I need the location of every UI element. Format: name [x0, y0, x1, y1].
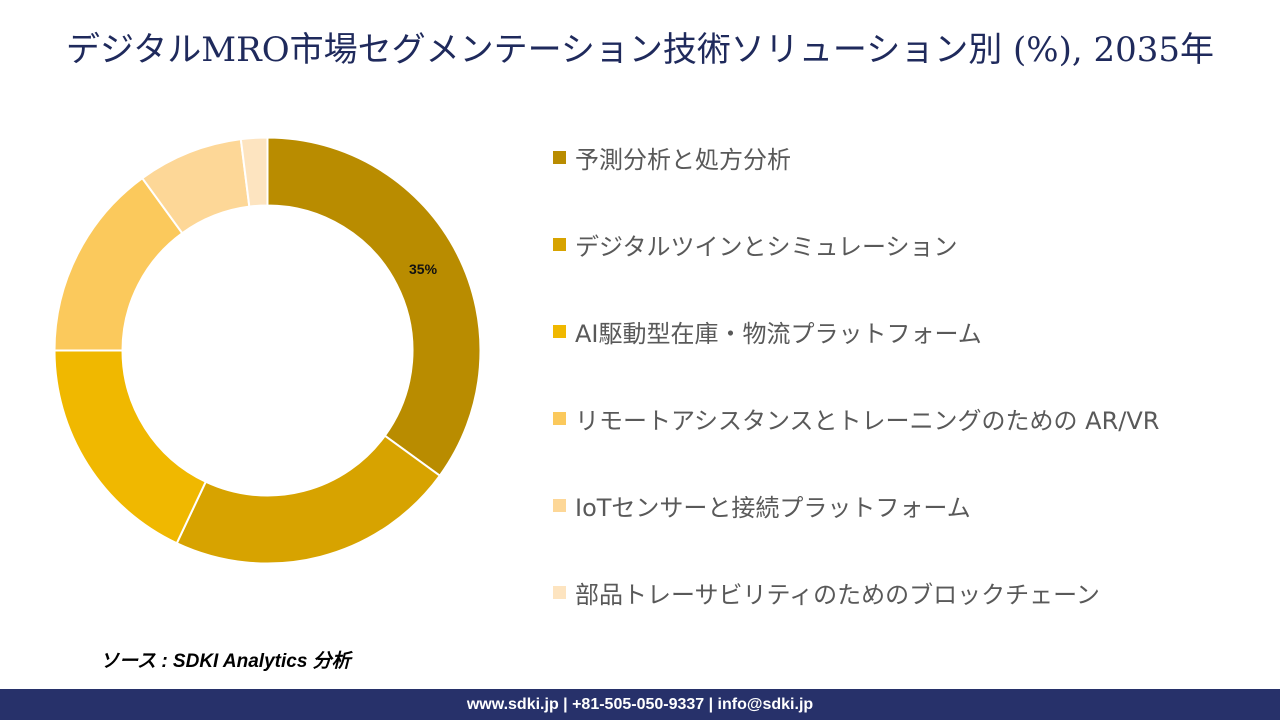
legend-label: 予測分析と処方分析	[575, 146, 791, 174]
legend-label: リモートアシスタンスとトレーニングのための AR/VR	[575, 407, 1160, 435]
legend-label: IoTセンサーと接続プラットフォーム	[575, 494, 971, 522]
legend-item: IoTセンサーと接続プラットフォーム	[553, 488, 971, 523]
legend-swatch-icon	[553, 151, 566, 164]
data-label-slice-1: 35%	[409, 261, 438, 277]
chart-title: デジタルMRO市場セグメンテーション技術ソリューション別 (%), 2035年	[65, 30, 1215, 70]
donut-slice	[266, 137, 481, 478]
legend-item: デジタルツインとシミュレーション	[553, 227, 958, 262]
source-note: ソース : SDKI Analytics 分析	[100, 651, 351, 672]
legend-item: AI駆動型在庫・物流プラットフォーム	[553, 314, 982, 349]
legend-swatch-icon	[553, 238, 566, 251]
legend-swatch-icon	[553, 586, 566, 599]
footer-contact-bar: www.sdki.jp | +81-505-050-9337 | info@sd…	[0, 689, 1280, 720]
legend-item: 部品トレーサビリティのためのブロックチェーン	[553, 575, 1100, 610]
donut-svg	[54, 137, 481, 564]
legend-item: リモートアシスタンスとトレーニングのための AR/VR	[553, 401, 1159, 436]
donut-slice	[54, 349, 208, 545]
legend-item: 予測分析と処方分析	[553, 140, 791, 175]
donut-chart	[54, 137, 481, 564]
legend-swatch-icon	[553, 412, 566, 425]
legend-label: デジタルツインとシミュレーション	[575, 233, 958, 261]
legend-label: 部品トレーサビリティのためのブロックチェーン	[575, 581, 1100, 609]
donut-slice	[239, 137, 269, 208]
donut-slice	[175, 434, 442, 564]
legend-swatch-icon	[553, 325, 566, 338]
legend-swatch-icon	[553, 499, 566, 512]
legend-label: AI駆動型在庫・物流プラットフォーム	[575, 320, 982, 348]
